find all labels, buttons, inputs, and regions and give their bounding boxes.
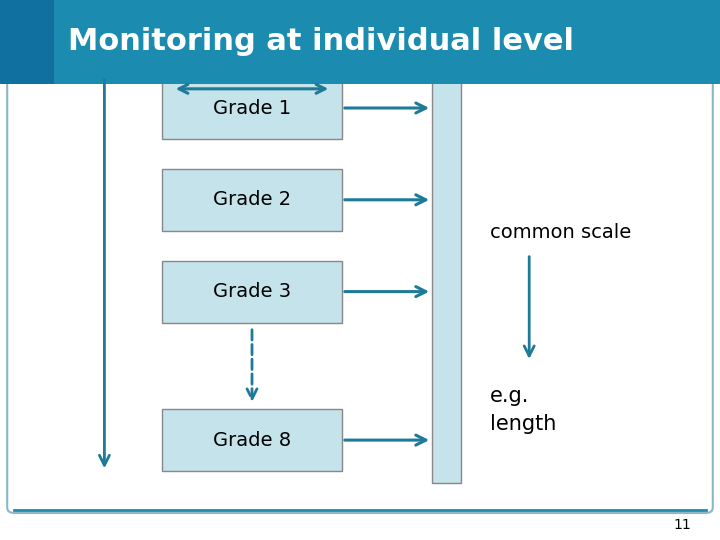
- Text: Grade 1: Grade 1: [213, 98, 291, 118]
- Text: Grade 8: Grade 8: [213, 430, 291, 450]
- Text: Grade 3: Grade 3: [213, 282, 291, 301]
- Text: e.g.
length: e.g. length: [490, 387, 556, 434]
- Text: common scale: common scale: [490, 222, 631, 242]
- Text: Monitoring at individual level: Monitoring at individual level: [68, 28, 575, 56]
- Bar: [162, 409, 342, 471]
- Bar: [162, 77, 342, 139]
- Bar: [0, 0, 720, 84]
- Bar: [432, 73, 461, 483]
- Bar: [162, 260, 342, 322]
- Bar: [162, 168, 342, 231]
- Text: Grade 2: Grade 2: [213, 190, 291, 210]
- Text: 11: 11: [673, 518, 691, 532]
- Bar: [0, 0, 54, 84]
